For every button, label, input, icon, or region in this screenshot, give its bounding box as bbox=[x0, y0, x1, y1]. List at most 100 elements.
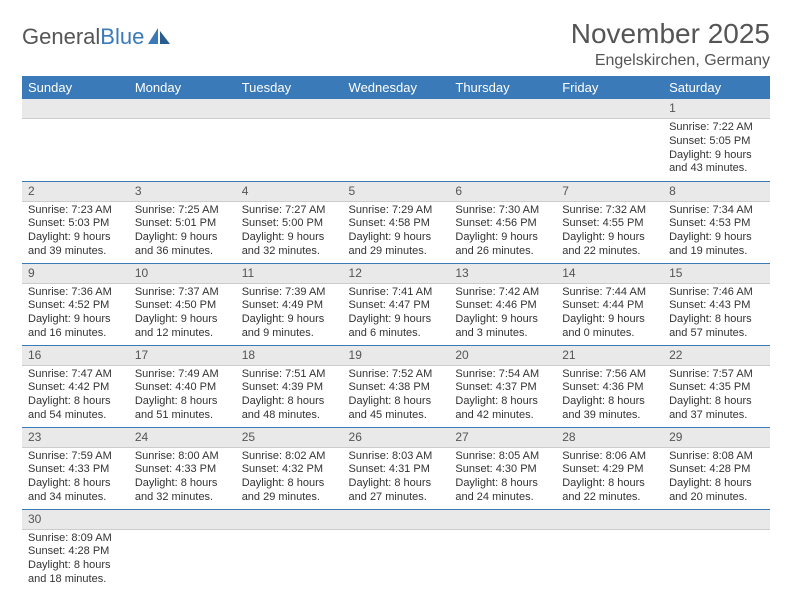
weekday-header: Thursday bbox=[449, 76, 556, 99]
calendar-day-cell: 12Sunrise: 7:41 AMSunset: 4:47 PMDayligh… bbox=[343, 263, 450, 345]
sunrise-text: Sunrise: 7:54 AM bbox=[455, 368, 550, 382]
calendar-day-cell: 9Sunrise: 7:36 AMSunset: 4:52 PMDaylight… bbox=[22, 263, 129, 345]
header: GeneralBlue November 2025 Engelskirchen,… bbox=[22, 18, 770, 70]
day-number: 9 bbox=[22, 264, 129, 284]
daylight-text: Daylight: 9 hours and 3 minutes. bbox=[455, 313, 550, 341]
calendar-day-cell: 24Sunrise: 8:00 AMSunset: 4:33 PMDayligh… bbox=[129, 427, 236, 509]
calendar-day-cell bbox=[236, 509, 343, 591]
calendar-day-cell: 18Sunrise: 7:51 AMSunset: 4:39 PMDayligh… bbox=[236, 345, 343, 427]
day-body: Sunrise: 7:42 AMSunset: 4:46 PMDaylight:… bbox=[449, 284, 556, 345]
sunset-text: Sunset: 5:00 PM bbox=[242, 217, 337, 231]
sunset-text: Sunset: 5:01 PM bbox=[135, 217, 230, 231]
sunrise-text: Sunrise: 7:52 AM bbox=[349, 368, 444, 382]
calendar-day-cell: 30Sunrise: 8:09 AMSunset: 4:28 PMDayligh… bbox=[22, 509, 129, 591]
sunrise-text: Sunrise: 8:08 AM bbox=[669, 450, 764, 464]
sunrise-text: Sunrise: 7:22 AM bbox=[669, 121, 764, 135]
day-body: Sunrise: 7:30 AMSunset: 4:56 PMDaylight:… bbox=[449, 202, 556, 263]
sunset-text: Sunset: 4:37 PM bbox=[455, 381, 550, 395]
calendar-day-cell: 13Sunrise: 7:42 AMSunset: 4:46 PMDayligh… bbox=[449, 263, 556, 345]
day-body: Sunrise: 7:44 AMSunset: 4:44 PMDaylight:… bbox=[556, 284, 663, 345]
sunset-text: Sunset: 4:29 PM bbox=[562, 463, 657, 477]
day-number: 20 bbox=[449, 346, 556, 366]
day-number: 18 bbox=[236, 346, 343, 366]
sunrise-text: Sunrise: 7:37 AM bbox=[135, 286, 230, 300]
daylight-text: Daylight: 8 hours and 20 minutes. bbox=[669, 477, 764, 505]
daylight-text: Daylight: 9 hours and 39 minutes. bbox=[28, 231, 123, 259]
day-number bbox=[449, 510, 556, 530]
day-number: 12 bbox=[343, 264, 450, 284]
daylight-text: Daylight: 8 hours and 18 minutes. bbox=[28, 559, 123, 587]
day-number bbox=[556, 99, 663, 119]
calendar-day-cell: 2Sunrise: 7:23 AMSunset: 5:03 PMDaylight… bbox=[22, 181, 129, 263]
daylight-text: Daylight: 8 hours and 34 minutes. bbox=[28, 477, 123, 505]
calendar-week-row: 30Sunrise: 8:09 AMSunset: 4:28 PMDayligh… bbox=[22, 509, 770, 591]
sunset-text: Sunset: 4:28 PM bbox=[669, 463, 764, 477]
sunset-text: Sunset: 4:43 PM bbox=[669, 299, 764, 313]
day-number: 25 bbox=[236, 428, 343, 448]
sunrise-text: Sunrise: 7:23 AM bbox=[28, 204, 123, 218]
calendar-day-cell bbox=[236, 99, 343, 181]
day-body: Sunrise: 7:57 AMSunset: 4:35 PMDaylight:… bbox=[663, 366, 770, 427]
title-block: November 2025 Engelskirchen, Germany bbox=[571, 18, 770, 70]
day-body: Sunrise: 7:46 AMSunset: 4:43 PMDaylight:… bbox=[663, 284, 770, 345]
day-body: Sunrise: 7:39 AMSunset: 4:49 PMDaylight:… bbox=[236, 284, 343, 345]
weekday-header: Saturday bbox=[663, 76, 770, 99]
sail-icon bbox=[146, 26, 172, 46]
daylight-text: Daylight: 9 hours and 12 minutes. bbox=[135, 313, 230, 341]
sunset-text: Sunset: 4:58 PM bbox=[349, 217, 444, 231]
day-number bbox=[236, 99, 343, 119]
sunrise-text: Sunrise: 7:42 AM bbox=[455, 286, 550, 300]
weekday-header: Friday bbox=[556, 76, 663, 99]
daylight-text: Daylight: 9 hours and 36 minutes. bbox=[135, 231, 230, 259]
day-number: 28 bbox=[556, 428, 663, 448]
calendar-day-cell bbox=[449, 509, 556, 591]
calendar-week-row: 23Sunrise: 7:59 AMSunset: 4:33 PMDayligh… bbox=[22, 427, 770, 509]
sunset-text: Sunset: 4:42 PM bbox=[28, 381, 123, 395]
day-number bbox=[129, 99, 236, 119]
daylight-text: Daylight: 8 hours and 37 minutes. bbox=[669, 395, 764, 423]
sunset-text: Sunset: 4:38 PM bbox=[349, 381, 444, 395]
sunset-text: Sunset: 4:47 PM bbox=[349, 299, 444, 313]
calendar-day-cell: 15Sunrise: 7:46 AMSunset: 4:43 PMDayligh… bbox=[663, 263, 770, 345]
calendar-week-row: 2Sunrise: 7:23 AMSunset: 5:03 PMDaylight… bbox=[22, 181, 770, 263]
day-number bbox=[663, 510, 770, 530]
weekday-header: Sunday bbox=[22, 76, 129, 99]
sunset-text: Sunset: 4:30 PM bbox=[455, 463, 550, 477]
daylight-text: Daylight: 8 hours and 42 minutes. bbox=[455, 395, 550, 423]
weekday-header: Monday bbox=[129, 76, 236, 99]
day-number: 5 bbox=[343, 182, 450, 202]
day-number: 8 bbox=[663, 182, 770, 202]
sunrise-text: Sunrise: 7:47 AM bbox=[28, 368, 123, 382]
daylight-text: Daylight: 8 hours and 29 minutes. bbox=[242, 477, 337, 505]
day-number bbox=[343, 99, 450, 119]
daylight-text: Daylight: 9 hours and 19 minutes. bbox=[669, 231, 764, 259]
calendar-day-cell: 21Sunrise: 7:56 AMSunset: 4:36 PMDayligh… bbox=[556, 345, 663, 427]
daylight-text: Daylight: 9 hours and 43 minutes. bbox=[669, 149, 764, 177]
calendar-day-cell: 16Sunrise: 7:47 AMSunset: 4:42 PMDayligh… bbox=[22, 345, 129, 427]
day-body: Sunrise: 7:27 AMSunset: 5:00 PMDaylight:… bbox=[236, 202, 343, 263]
day-number: 30 bbox=[22, 510, 129, 530]
weekday-header: Wednesday bbox=[343, 76, 450, 99]
day-body: Sunrise: 7:32 AMSunset: 4:55 PMDaylight:… bbox=[556, 202, 663, 263]
day-number: 4 bbox=[236, 182, 343, 202]
day-body: Sunrise: 7:51 AMSunset: 4:39 PMDaylight:… bbox=[236, 366, 343, 427]
sunrise-text: Sunrise: 7:51 AM bbox=[242, 368, 337, 382]
sunset-text: Sunset: 5:05 PM bbox=[669, 135, 764, 149]
calendar-day-cell bbox=[556, 509, 663, 591]
day-body: Sunrise: 7:56 AMSunset: 4:36 PMDaylight:… bbox=[556, 366, 663, 427]
day-number bbox=[236, 510, 343, 530]
day-number: 10 bbox=[129, 264, 236, 284]
calendar-day-cell: 4Sunrise: 7:27 AMSunset: 5:00 PMDaylight… bbox=[236, 181, 343, 263]
day-number: 13 bbox=[449, 264, 556, 284]
sunrise-text: Sunrise: 8:00 AM bbox=[135, 450, 230, 464]
sunrise-text: Sunrise: 7:56 AM bbox=[562, 368, 657, 382]
day-body: Sunrise: 8:06 AMSunset: 4:29 PMDaylight:… bbox=[556, 448, 663, 509]
calendar-day-cell: 5Sunrise: 7:29 AMSunset: 4:58 PMDaylight… bbox=[343, 181, 450, 263]
sunrise-text: Sunrise: 7:41 AM bbox=[349, 286, 444, 300]
weekday-header: Tuesday bbox=[236, 76, 343, 99]
sunrise-text: Sunrise: 7:34 AM bbox=[669, 204, 764, 218]
sunset-text: Sunset: 4:36 PM bbox=[562, 381, 657, 395]
day-body: Sunrise: 8:08 AMSunset: 4:28 PMDaylight:… bbox=[663, 448, 770, 509]
calendar-day-cell: 3Sunrise: 7:25 AMSunset: 5:01 PMDaylight… bbox=[129, 181, 236, 263]
day-body: Sunrise: 7:54 AMSunset: 4:37 PMDaylight:… bbox=[449, 366, 556, 427]
